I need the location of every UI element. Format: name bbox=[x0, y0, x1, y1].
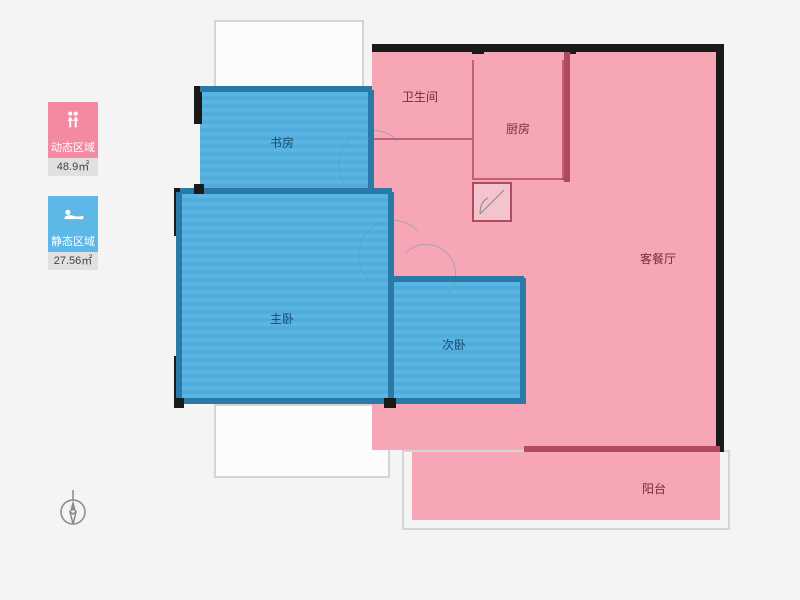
wall-nub-6 bbox=[472, 44, 484, 54]
label-second: 次卧 bbox=[442, 336, 466, 353]
balcony-box-bottom-left bbox=[214, 404, 390, 478]
wall-second-right bbox=[520, 278, 526, 404]
wall-divider-h1 bbox=[180, 188, 392, 194]
legend-dynamic: 动态区域 48.9㎡ bbox=[48, 102, 98, 176]
compass-icon bbox=[56, 490, 90, 533]
wall-outer-top-right bbox=[372, 44, 722, 52]
sleep-icon bbox=[61, 204, 85, 224]
legend-static-area: 27.56㎡ bbox=[48, 252, 98, 270]
wall-living-bottom bbox=[524, 446, 720, 452]
wall-nub-4 bbox=[716, 44, 724, 58]
wall-master-bottom bbox=[180, 398, 392, 404]
room-bath: 卫生间 bbox=[372, 60, 472, 140]
appliance-box bbox=[472, 182, 512, 222]
legend-dynamic-label: 动态区域 bbox=[48, 138, 98, 158]
wall-master-left bbox=[176, 192, 182, 402]
legend-static-iconbox bbox=[48, 196, 98, 232]
label-kitchen: 厨房 bbox=[506, 120, 530, 137]
wall-study-top bbox=[200, 86, 372, 92]
wall-master-right bbox=[388, 192, 394, 404]
people-icon bbox=[62, 109, 84, 131]
wall-kitchen-outer bbox=[564, 52, 570, 182]
wall-nub-3 bbox=[384, 398, 396, 408]
balcony-box-top bbox=[214, 20, 364, 90]
legend-dynamic-iconbox bbox=[48, 102, 98, 138]
room-kitchen: 厨房 bbox=[474, 60, 564, 180]
wall-divider-v1 bbox=[368, 90, 374, 190]
wall-second-bottom bbox=[392, 398, 526, 404]
label-study: 书房 bbox=[270, 134, 294, 151]
label-living: 客餐厅 bbox=[640, 250, 676, 267]
legend-panel: 动态区域 48.9㎡ 静态区域 27.56㎡ bbox=[48, 102, 98, 290]
room-master: 主卧 bbox=[180, 192, 390, 402]
wall-nub-2 bbox=[174, 398, 184, 408]
label-bath: 卫生间 bbox=[402, 88, 438, 105]
legend-static: 静态区域 27.56㎡ bbox=[48, 196, 98, 270]
balcony-box-bottom-right bbox=[402, 450, 730, 530]
wall-second-top bbox=[392, 276, 524, 282]
floor-plan: 厨房 卫生间 客餐厅 阳台 书房 主卧 次卧 bbox=[180, 20, 740, 560]
room-second: 次卧 bbox=[392, 280, 522, 402]
legend-static-label: 静态区域 bbox=[48, 232, 98, 252]
legend-dynamic-area: 48.9㎡ bbox=[48, 158, 98, 176]
label-master: 主卧 bbox=[270, 310, 294, 327]
wall-outer-right bbox=[716, 44, 724, 452]
wall-nub-1 bbox=[194, 184, 204, 194]
